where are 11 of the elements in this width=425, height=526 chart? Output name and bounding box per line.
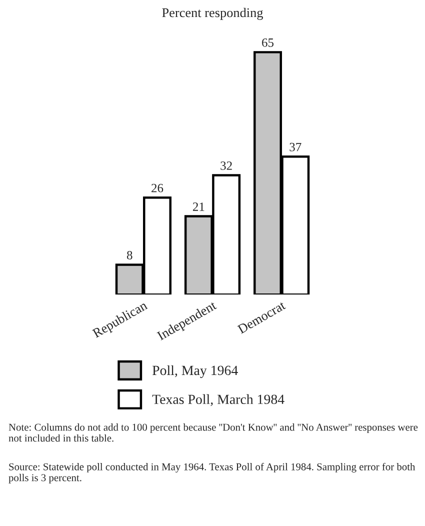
- legend-label: Texas Poll, March 1984: [152, 394, 284, 406]
- chart-title: Percent responding: [162, 8, 263, 20]
- data-label: 32: [220, 162, 232, 170]
- data-label: 26: [152, 184, 164, 192]
- text: Note: Columns do not add to 100 percent because ''Don't Know'' and ''No Answer'' responses were not included in this table.: [8, 423, 418, 442]
- source-note: Source: Statewide poll conducted in May 1964. Texas Poll of April 1984. Sampling error for both polls is 3 percent.: [8, 462, 416, 484]
- legend-label: Poll, May 1964: [152, 365, 238, 378]
- data-label: 65: [262, 38, 274, 47]
- data-label: 8: [126, 250, 132, 260]
- data-label: 21: [192, 202, 204, 211]
- data-label: 37: [290, 142, 302, 152]
